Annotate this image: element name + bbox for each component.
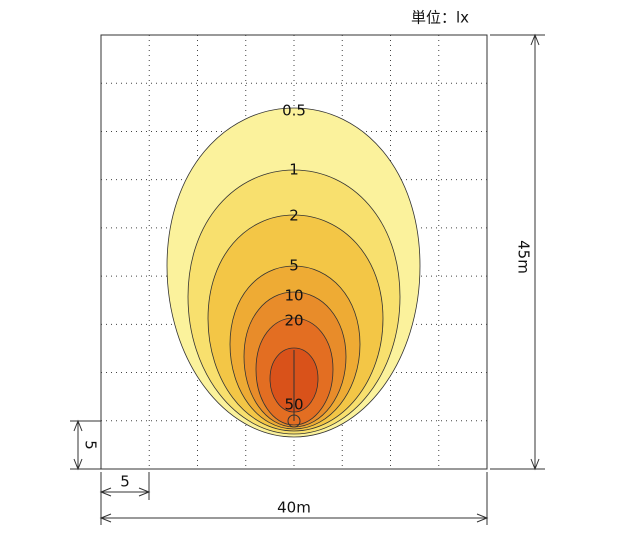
contour-label: 20 [284,312,303,330]
contour-label: 2 [289,207,299,225]
width-label: 40m [277,499,311,517]
grid-y-dimension: 5 [70,419,101,471]
height-dimension: 45m [490,33,545,471]
frame [100,34,488,470]
width-dimension: 5 40m [99,472,489,525]
contour-label: 5 [289,257,299,275]
light-source [287,414,301,428]
contour-label: 10 [284,287,303,305]
contour-label: 1 [289,161,299,179]
contour-label: 0.5 [282,102,306,120]
height-label: 45m [515,240,533,274]
contour-label: 50 [284,396,303,414]
unit-label: 単位：lx [411,9,469,27]
grid-y-label: 5 [82,440,100,450]
contours: 0.5 1 2 5 10 20 50 [166,102,421,438]
grid-x-label: 5 [120,473,130,491]
